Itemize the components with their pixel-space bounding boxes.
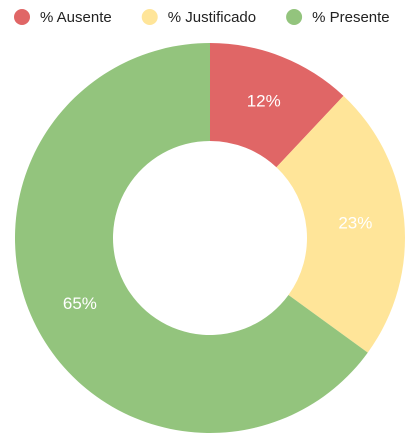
legend-label: % Justificado (168, 9, 256, 26)
legend-swatch (141, 9, 158, 25)
legend-label: % Presente (312, 9, 390, 26)
slice (15, 43, 368, 433)
legend-swatch (286, 9, 303, 25)
legend-label: % Ausente (40, 9, 112, 26)
legend-swatch (14, 9, 30, 25)
value-label: 12% (247, 92, 281, 111)
value-label: 23% (338, 214, 372, 233)
slice (276, 95, 405, 353)
value-label: 65% (63, 294, 97, 313)
slice (210, 43, 344, 168)
